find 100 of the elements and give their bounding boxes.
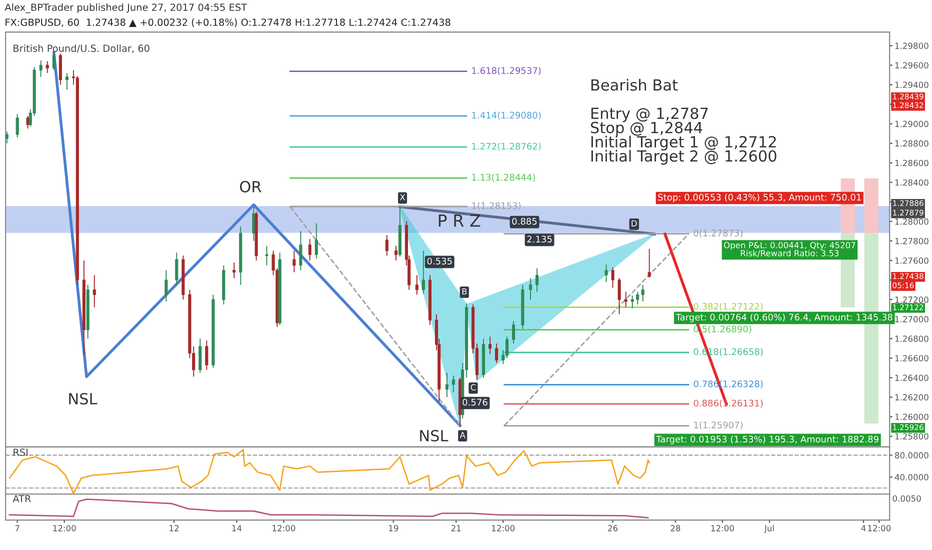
series-label: 1.13(1.28444) <box>472 174 535 182</box>
candlestick <box>422 250 425 294</box>
candlestick <box>308 238 312 261</box>
annotation: 0.885 <box>512 218 537 225</box>
annotation: OR <box>240 180 262 192</box>
candlestick <box>16 114 19 138</box>
candlestick <box>92 274 96 308</box>
annotation: 2.135 <box>527 236 552 243</box>
candlestick <box>164 270 168 302</box>
y-tick-label: 1.26800 <box>895 336 928 342</box>
text: Alex_BPTrader published June 27, 2017 04:55 EST <box>4 3 248 14</box>
annotation: X <box>400 194 406 200</box>
candlestick <box>512 320 516 344</box>
candlestick <box>641 284 644 302</box>
x-tick-label: 12:00 <box>868 525 891 532</box>
candlestick <box>528 278 532 300</box>
candlestick <box>495 343 498 364</box>
annotation: Bearish Bat Entry @ 1,2787 Stop @ 1,2844 Initial Target 1 @ 1,2712 Initial Target 2 @ 1.2600 <box>590 78 776 165</box>
y-tick-label: 1.28600 <box>895 160 928 166</box>
x-tick-label: 4 <box>861 525 866 532</box>
candlestick <box>65 72 68 90</box>
line-series <box>8 449 650 494</box>
y-tick-label: 40.0000 <box>894 474 928 480</box>
candlestick <box>198 338 202 374</box>
y-tick-label: 1.28400 <box>895 179 928 186</box>
y-tick-label: 1.26600 <box>895 355 928 362</box>
x-tick-label: 7 <box>15 525 20 532</box>
candlestick <box>46 60 49 74</box>
y-tick-label: 1.27600 <box>895 257 928 264</box>
annotation: C <box>470 384 476 390</box>
y-tick-label: 1.27000 <box>895 316 928 322</box>
candlestick <box>636 291 640 305</box>
candlestick <box>604 264 608 282</box>
y-tick-label: 1.29400 <box>895 82 928 88</box>
chart-title: ATR <box>12 495 31 502</box>
candlestick <box>415 274 418 296</box>
y-tick-label: 80.0000 <box>895 452 928 458</box>
annotation: Target: 0.00764 (0.60%) 76.4, Amount: 1345.38 <box>676 314 892 322</box>
x-tick-label: 12:00 <box>711 525 734 532</box>
y-tick-label: 1.29000 <box>895 120 928 128</box>
x-tick-label: 12:00 <box>53 525 76 532</box>
candlestick <box>505 336 509 359</box>
x-tick-label: Jul <box>764 524 774 533</box>
x-tick-label: 12:00 <box>272 525 296 532</box>
annotation: Open P&L: 0.00441, Qty: 45207 Risk/Reward Ratio: 3.53 <box>724 242 856 257</box>
x-tick-label: 21 <box>451 525 461 532</box>
series-label: 1(1.25907) <box>694 421 743 430</box>
series-label: 1.272(1.28762) <box>472 142 541 151</box>
candlestick <box>624 291 628 308</box>
y-tick-label: 1.26000 <box>895 414 928 420</box>
annotation: 0.576 <box>462 398 488 406</box>
candlestick <box>26 115 30 130</box>
candlestick <box>314 222 318 260</box>
candlestick <box>618 278 621 315</box>
candlestick <box>39 60 42 78</box>
candlestick <box>265 245 268 266</box>
x-tick-label: 19 <box>389 525 398 532</box>
candlestick <box>445 372 448 398</box>
y-tick-label: 1.28000 <box>895 218 928 225</box>
annotation: Stop: 0.00553 (0.43%) 55.3, Amount: 750.01 <box>658 194 861 202</box>
series-label: 1(1.28153) <box>472 202 521 210</box>
series-label: 1.414(1.29080) <box>472 112 541 120</box>
line-series <box>52 51 462 427</box>
text: British Pound/U.S. Dollar, 60 <box>14 44 150 53</box>
chart-title: RSI <box>14 448 28 456</box>
series-label: 1.618(1.29537) <box>472 67 541 76</box>
x-tick-label: 28 <box>670 525 680 532</box>
annotation: NSL <box>69 392 98 405</box>
candlestick <box>648 248 651 278</box>
candlestick <box>630 295 634 309</box>
chart-subtitle: FX:GBPUSD, 60 1.27438 ▲ +0.00232 (+0.18%) O:1.27478 H:1.27718 L:1.27424 C:1.27438 <box>6 18 450 28</box>
candlestick <box>232 262 236 279</box>
x-tick-label: 14 <box>232 525 242 532</box>
y-tick-label: 1.26400 <box>895 374 928 381</box>
annotation: A <box>460 432 466 438</box>
annotation: B <box>462 288 467 294</box>
y-tick-label: 1.25800 <box>895 433 928 440</box>
annotation: 0.535 <box>427 258 452 265</box>
annotation: NSL <box>420 430 448 442</box>
series-label: 0.382(1.27122) <box>694 302 763 311</box>
x-tick-label: 12:00 <box>492 525 515 532</box>
candlestick <box>536 268 539 292</box>
candlestick <box>205 340 208 370</box>
y-tick-label: 1.29800 <box>895 42 928 49</box>
candlestick <box>299 230 302 271</box>
y-tick-label: 1.29600 <box>895 62 928 68</box>
candlestick <box>175 252 178 286</box>
x-tick-label: 26 <box>608 525 618 532</box>
x-tick-label: 12 <box>170 525 179 532</box>
candlestick <box>6 131 8 144</box>
candlestick <box>292 250 296 273</box>
candlestick <box>394 245 398 261</box>
y-tick-label: 1.27800 <box>895 238 928 244</box>
candlestick <box>385 234 388 256</box>
y-tick-label: 1.28800 <box>895 140 928 147</box>
y-tick-label: 1.26200 <box>895 394 928 400</box>
annotation: Target: 0.01953 (1.53%) 195.3, Amount: 1882.89 <box>656 436 878 444</box>
candlestick <box>611 266 614 288</box>
candlestick <box>488 336 492 355</box>
annotation: D <box>632 220 637 226</box>
